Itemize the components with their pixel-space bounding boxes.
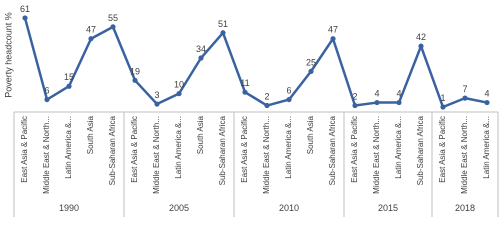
point (330, 36, 336, 42)
x-tick-label: Latin America &... (284, 116, 293, 179)
x-tick-label: Sub-Saharan Africa (416, 115, 425, 185)
data-label: 34 (196, 44, 206, 54)
data-label: 1 (440, 93, 445, 103)
x-tick-label: Sub-Saharan Africa (108, 115, 117, 185)
data-label: 55 (108, 13, 118, 23)
group-label: 2018 (455, 203, 475, 213)
group-label: 2005 (169, 203, 189, 213)
x-tick-label: East Asia & Pacific (438, 116, 447, 183)
point (132, 77, 138, 83)
data-label: 15 (64, 72, 74, 82)
point (286, 96, 292, 103)
data-label: 11 (240, 78, 249, 88)
data-label: 25 (306, 57, 316, 67)
x-tick-label: Middle East & North... (262, 116, 271, 194)
x-tick-label: Latin America &... (174, 116, 183, 179)
data-label: 4 (374, 89, 379, 99)
x-tick-label: East Asia & Pacific (20, 116, 29, 183)
data-label: 2 (352, 92, 357, 102)
x-tick-label: Latin America &... (482, 116, 491, 179)
x-tick-label: Latin America &... (64, 116, 73, 179)
point (440, 104, 446, 110)
point (396, 99, 402, 106)
data-label: 4 (396, 89, 401, 99)
point (176, 91, 182, 97)
group-label: 2010 (279, 203, 299, 213)
data-label: 51 (218, 19, 228, 29)
x-tick-label: South Asia (86, 115, 95, 154)
x-tick-label: Sub-Saharan Africa (218, 115, 227, 185)
data-label: 10 (174, 80, 184, 90)
data-label: 19 (130, 66, 140, 76)
data-label: 47 (328, 25, 338, 35)
point (88, 36, 94, 42)
point (110, 24, 116, 30)
x-tick-label: East Asia & Pacific (350, 116, 359, 183)
data-label: 47 (86, 25, 96, 35)
point (242, 89, 248, 95)
point (484, 99, 490, 106)
point (308, 68, 314, 74)
data-label: 7 (462, 84, 467, 94)
point (22, 15, 28, 21)
line (23, 17, 488, 109)
x-tick-label: Latin America &... (394, 116, 403, 179)
point (418, 43, 424, 49)
x-tick-label: South Asia (306, 115, 315, 154)
data-label: 2 (264, 92, 269, 102)
point (66, 83, 72, 89)
data-label: 3 (154, 90, 159, 100)
point (154, 101, 160, 107)
x-tick-label: Sub-Saharan Africa (328, 115, 337, 185)
point (462, 95, 468, 101)
x-tick-label: East Asia & Pacific (130, 116, 139, 183)
group-label: 1990 (59, 203, 79, 213)
point (220, 30, 226, 36)
data-label: 6 (286, 86, 291, 96)
x-tick-label: Middle East & North... (152, 116, 161, 194)
point (44, 96, 50, 103)
point (198, 55, 204, 61)
x-tick-label: East Asia & Pacific (240, 116, 249, 183)
x-tick-label: Middle East & North... (460, 116, 469, 194)
point (374, 99, 380, 106)
y-axis-title: Poverty headcount % (3, 12, 13, 98)
data-label: 61 (20, 4, 30, 14)
x-tick-label: Middle East & North... (372, 116, 381, 194)
point (264, 102, 270, 109)
x-tick-label: Middle East & North... (42, 116, 51, 194)
x-tick-label: South Asia (196, 115, 205, 154)
group-label: 2015 (378, 203, 398, 213)
data-label: 42 (416, 32, 426, 42)
data-label: 4 (484, 89, 489, 99)
data-label: 6 (44, 86, 49, 96)
chart: Poverty headcount % East Asia & Pacific M… (3, 4, 499, 217)
point (352, 102, 358, 109)
